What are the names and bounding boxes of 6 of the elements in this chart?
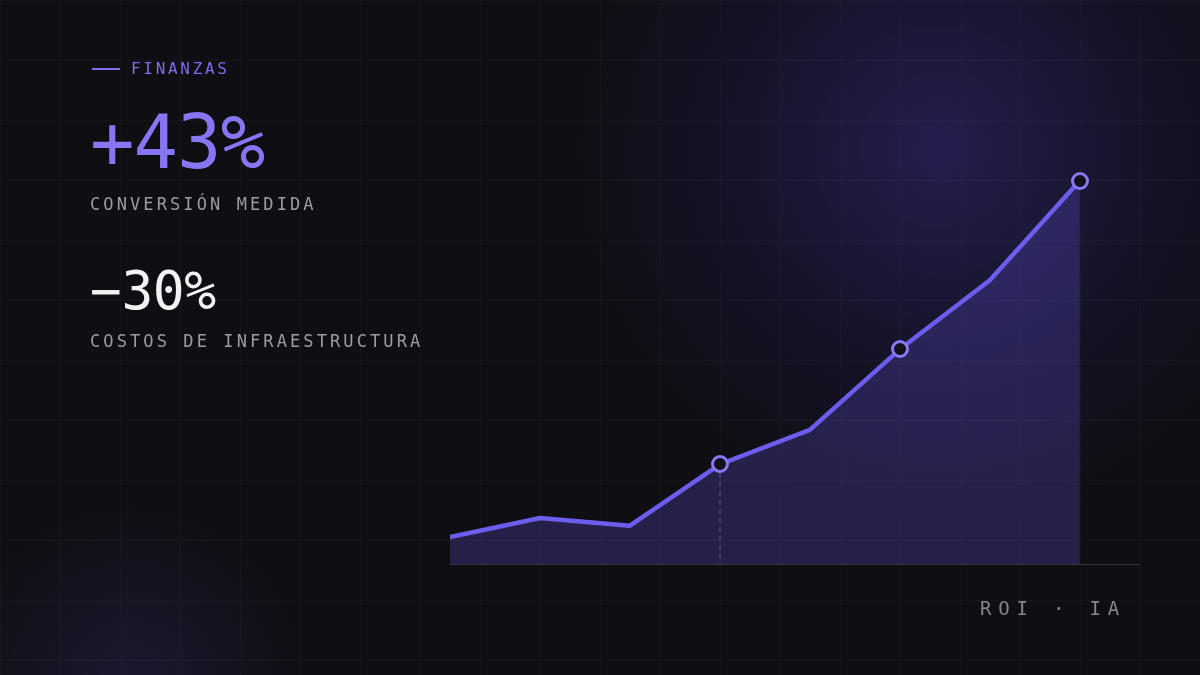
text: −30% [90,260,216,321]
text: CONVERSIÓN MEDIDA [90,194,317,214]
text: COSTOS DE INFRAESTRUCTURA [90,331,424,351]
text: ROI · IA [980,597,1126,619]
text: +43% [90,99,265,185]
text: FINANZAS [131,59,230,78]
